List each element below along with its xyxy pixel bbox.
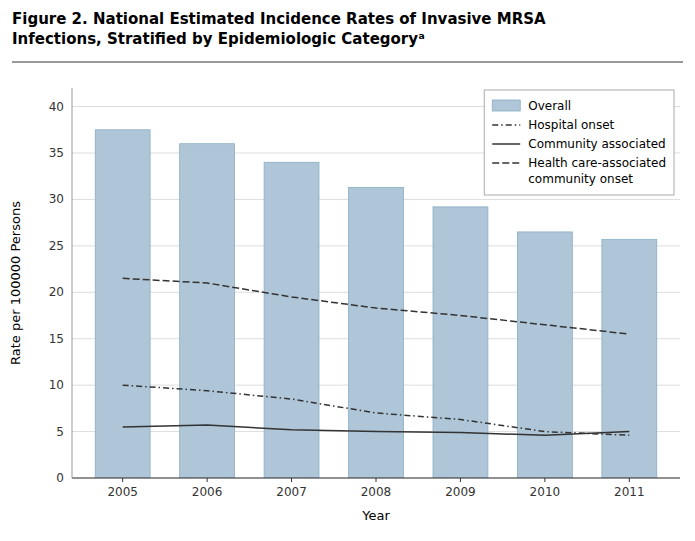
legend-item: Community associated [492,137,665,151]
legend-swatch [492,143,520,145]
text-line: Community associated [528,137,665,151]
bar [517,232,572,478]
y-axis [72,88,73,478]
y-tick-label: 20 [49,285,64,299]
y-tick-label: 15 [49,332,64,346]
title: Figure 2. National Estimated Incidence R… [12,10,546,48]
chart: Figure 2. National Estimated Incidence R… [0,0,695,541]
plot-marks [95,130,657,478]
x-tick [207,478,208,482]
text-line: Figure 2. National Estimated Incidence R… [12,10,546,28]
legend-label: Health care-associated community onset [528,156,666,186]
legend-box [484,90,674,195]
legend-swatch [492,162,520,164]
y-tick-label: 10 [49,378,64,392]
bar [433,207,488,478]
x-tick-label: 2011 [614,485,645,499]
y-tick-label: 25 [49,239,64,253]
y-axis-label: Rate per 100000 Persons [8,201,23,365]
x-axis-label: Year [361,508,390,523]
x-tick [460,478,461,482]
y-tick-label: 35 [49,146,64,160]
bar [349,187,404,478]
y-tick-label: 0 [56,471,64,485]
y-tick-label: 40 [49,100,64,114]
x-tick-label: 2007 [276,485,307,499]
x-tick-label: 2008 [361,485,392,499]
x-tick [122,478,123,482]
x-tick-label: 2010 [530,485,561,499]
legend-item: Hospital onset [492,118,614,132]
text-line: Health care-associated [528,156,666,170]
text-line: Overall [528,99,571,113]
x-tick [376,478,377,482]
legend-item: Overall [492,99,571,113]
text-line: community onset [528,172,633,186]
bar [602,239,657,478]
line [123,278,630,334]
text-line: Hospital onset [528,118,614,132]
x-tick [544,478,545,482]
line [123,425,630,435]
x-tick-label: 2009 [445,485,476,499]
legend-label: Overall [528,99,571,113]
x-tick-label: 2006 [192,485,223,499]
line [123,385,630,435]
legend-swatch [492,100,520,111]
legend: Overall Hospital onset Community associate… [484,90,674,195]
legend-label: Community associated [528,137,665,151]
legend-swatch [492,124,520,126]
bar [180,144,235,478]
x-tick [291,478,292,482]
legend-item: Health care-associated community onset [492,156,666,186]
y-tick-label: 30 [49,192,64,206]
text-line: Infections, Stratified by Epidemiologic … [12,30,425,48]
title-rule [12,62,683,63]
x-tick-label: 2005 [107,485,138,499]
x-tick [629,478,630,482]
y-tick-label: 5 [56,425,64,439]
legend-label: Hospital onset [528,118,614,132]
